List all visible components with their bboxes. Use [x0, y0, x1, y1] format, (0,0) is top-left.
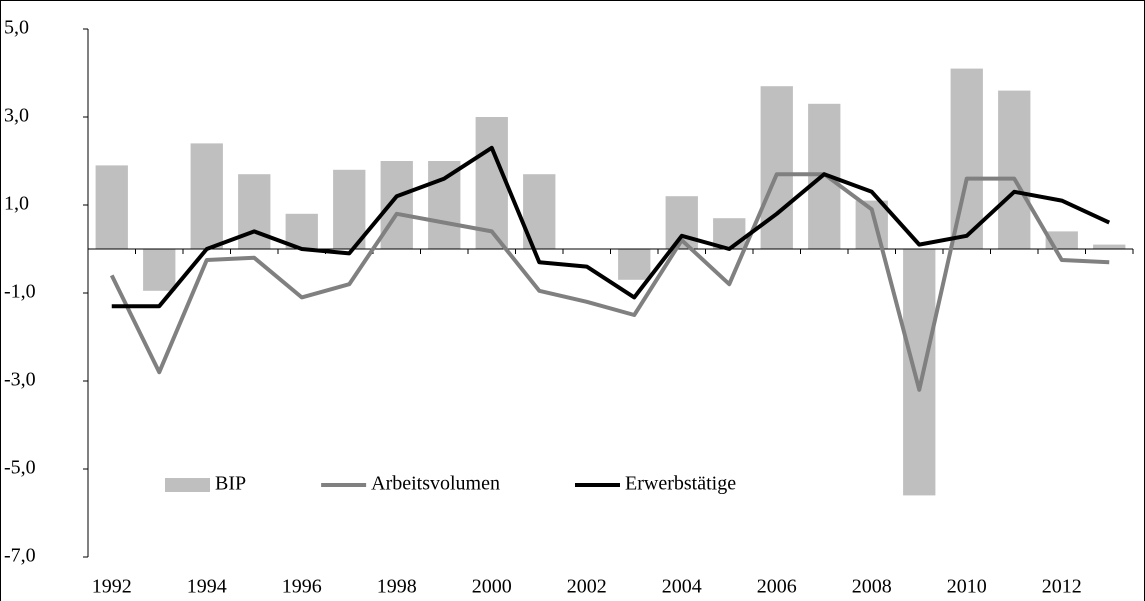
x-tick-label: 1998: [377, 576, 417, 598]
y-tick-label: -7,0: [4, 545, 36, 567]
line: [111, 145, 1111, 309]
x-tick-label: 2000: [472, 576, 512, 598]
y-tick-label: 1,0: [4, 193, 29, 215]
legend-label: Erwerbstätige: [625, 473, 736, 495]
line: [109, 172, 1110, 392]
bar: [428, 161, 461, 249]
bar: [238, 174, 271, 249]
x-tick-label: 1996: [282, 576, 322, 598]
x-tick-label: 2010: [947, 576, 987, 598]
y-tick-label: -5,0: [4, 457, 36, 479]
bar: [713, 218, 746, 249]
y-tick-label: 5,0: [4, 17, 29, 39]
x-tick-label: 2006: [757, 576, 797, 598]
bar: [903, 249, 936, 496]
bar: [618, 249, 651, 280]
x-tick-label: 2004: [662, 576, 702, 598]
legend-label: BIP: [215, 473, 246, 495]
x-tick-label: 1994: [187, 576, 227, 598]
bar: [380, 161, 413, 249]
bar: [190, 143, 223, 249]
y-tick-label: -3,0: [4, 369, 36, 391]
bar: [475, 117, 508, 249]
bar: [143, 249, 176, 291]
bar: [1093, 244, 1126, 249]
bar: [998, 90, 1031, 249]
y-tick-label: -1,0: [4, 281, 36, 303]
x-tick-label: 2012: [1042, 576, 1082, 598]
x-tick-label: 2008: [852, 576, 892, 598]
y-tick-label: 3,0: [4, 105, 29, 127]
x-tick-label: 1992: [92, 576, 132, 598]
bar: [95, 165, 128, 249]
legend-label: Arbeitsvolumen: [371, 473, 500, 495]
x-tick-label: 2002: [567, 576, 607, 598]
legend-swatch: [165, 478, 210, 492]
bar: [333, 169, 366, 249]
